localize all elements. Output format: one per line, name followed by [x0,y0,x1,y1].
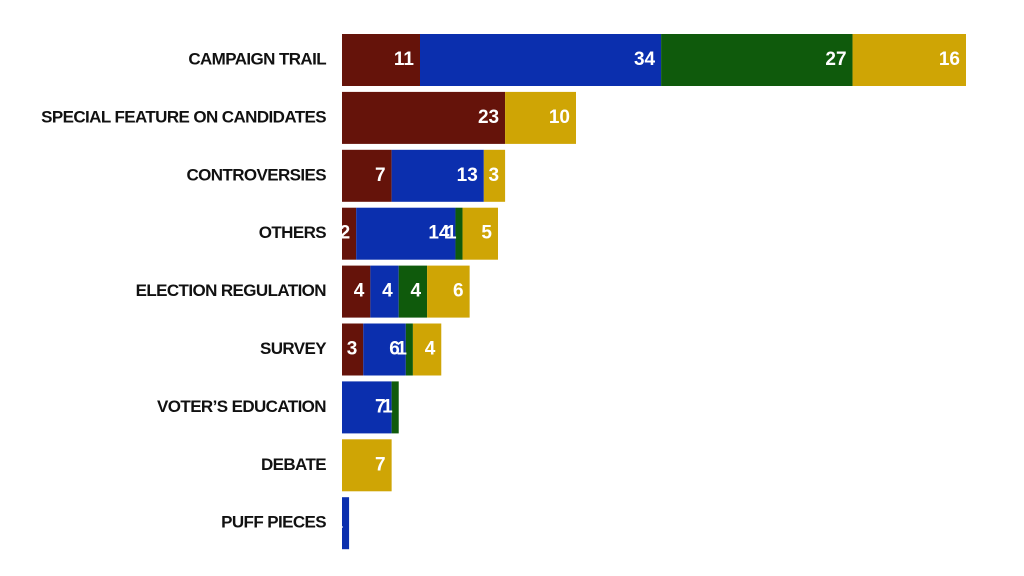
category-label: PUFF PIECES [221,513,326,532]
value-label: 23 [478,107,499,128]
value-label: 1 [396,339,407,360]
value-label: 7 [375,454,386,475]
bar-segment [455,207,463,260]
bar-segment [342,207,357,260]
bar-segment [342,497,350,550]
value-label: 7 [375,165,386,186]
category-label: VOTER’S EDUCATION [157,397,326,416]
bar-segment [405,323,413,376]
value-label: 1 [382,396,393,417]
bar-segment [356,207,456,260]
bar-segment [342,265,371,318]
category-label: DEBATE [261,455,326,474]
value-label: 3 [489,165,500,186]
bar-segment [398,265,428,318]
value-label: 14 [428,223,450,244]
value-label: 4 [411,281,422,302]
value-label: 5 [481,223,492,244]
bar-segment [391,381,399,434]
bar-segment [370,265,399,318]
bar-segment [342,439,392,492]
category-label: CAMPAIGN TRAIL [188,49,326,68]
value-label: 13 [457,165,478,186]
bar-segment [412,323,442,376]
bar-segment [342,34,420,86]
value-label: 3 [347,339,358,360]
bar-segment [505,91,576,144]
bar-segment [391,149,484,202]
bar-segment [483,149,506,202]
value-label: 16 [939,49,960,70]
bar-segment [342,323,364,376]
value-label: 1 [333,512,344,533]
value-label: 4 [354,281,365,302]
value-label: 27 [825,49,846,70]
bar-segment [342,149,392,202]
value-label: 6 [389,339,400,360]
value-label: 7 [375,396,386,417]
value-label: 2 [340,223,351,244]
value-label: 1 [446,223,457,244]
value-label: 6 [453,281,464,302]
bar-segment [342,91,506,144]
category-label: CONTROVERSIES [186,165,326,184]
bar-segment [661,34,853,86]
value-label: 4 [425,339,436,360]
value-label: 4 [382,281,393,302]
value-label: 10 [549,107,570,128]
value-label: 34 [634,49,656,70]
category-label: SURVEY [260,339,327,358]
bar-segment [427,265,470,318]
bar-segment [852,34,966,86]
bar-segment [420,34,662,86]
bar-segment [342,381,392,434]
value-label: 11 [394,49,415,70]
category-label: ELECTION REGULATION [136,281,327,300]
bar-segment [462,207,498,260]
category-label: SPECIAL FEATURE ON CANDIDATES [41,107,326,126]
bar-segment [363,323,406,376]
category-label: OTHERS [259,223,327,242]
